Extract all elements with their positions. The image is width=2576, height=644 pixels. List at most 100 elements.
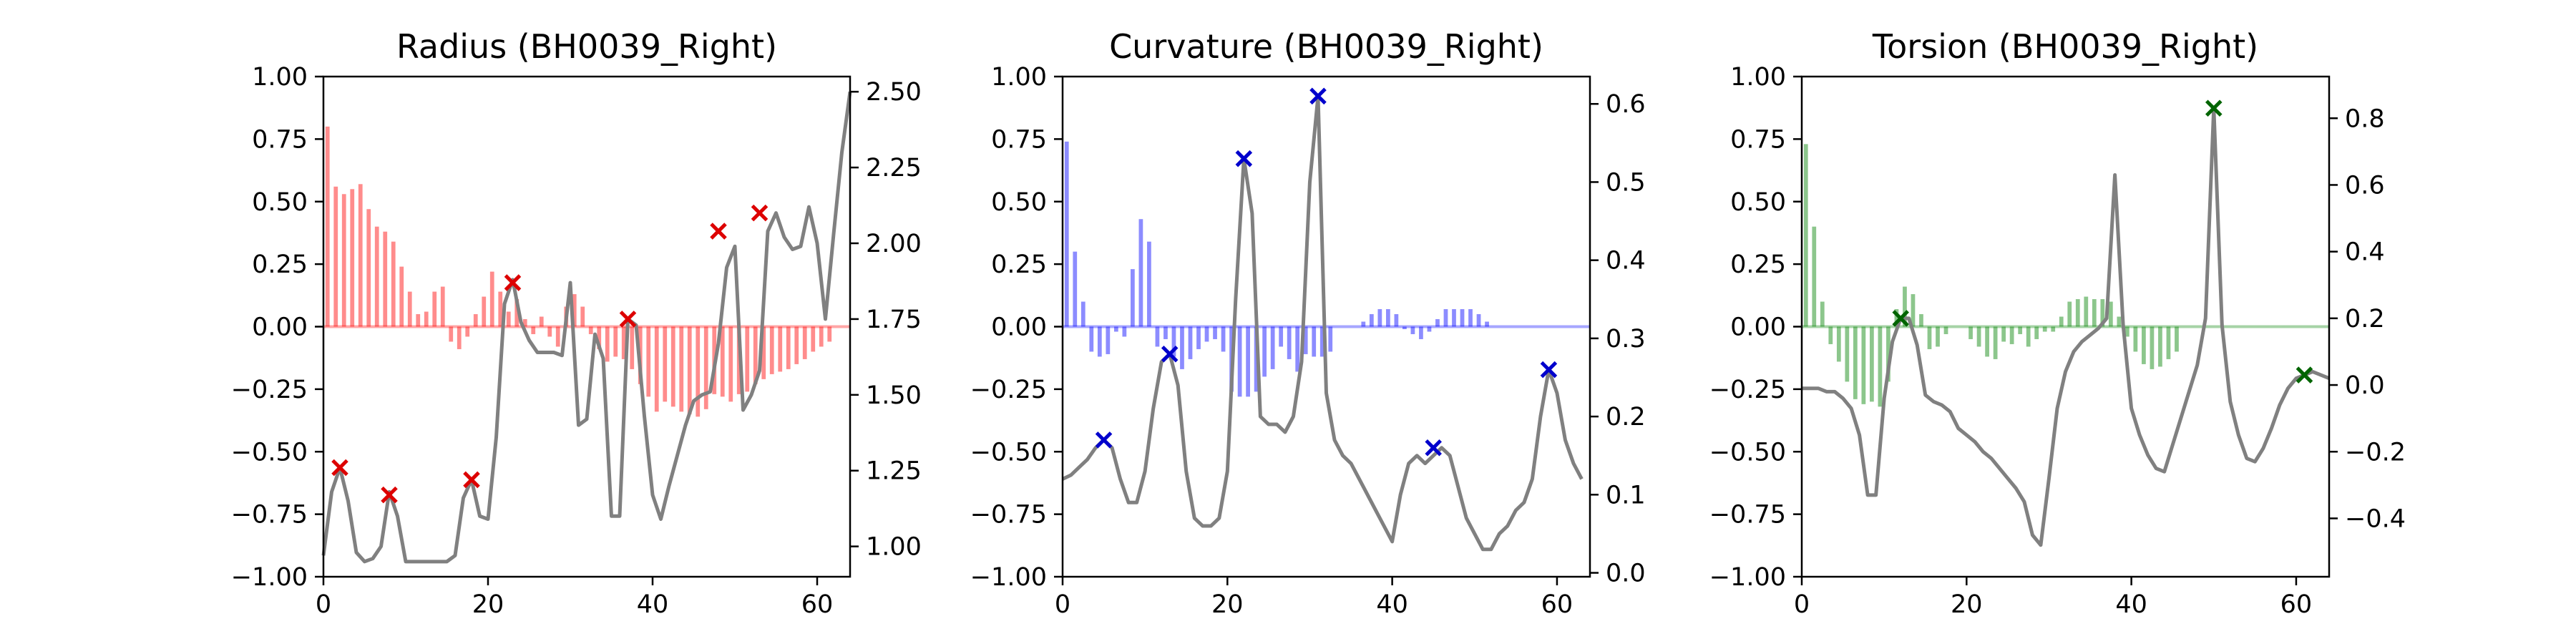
y-tick-label: −1.00 <box>1709 563 1786 592</box>
peak-marker <box>1235 150 1253 167</box>
peak-marker <box>751 204 769 222</box>
bar <box>1402 326 1407 329</box>
bar <box>416 314 421 327</box>
bar <box>696 326 701 417</box>
bar <box>391 241 396 327</box>
bar <box>2166 326 2171 359</box>
chart-panel-2: −1.00−0.75−0.50−0.250.000.250.500.751.00… <box>970 27 1646 619</box>
bar <box>753 326 758 384</box>
bar <box>1089 326 1094 352</box>
x-tick-label: 40 <box>2115 590 2147 619</box>
bar <box>1903 286 1907 327</box>
y-tick-label: −0.25 <box>1709 376 1786 404</box>
bar <box>1836 326 1841 362</box>
bar <box>1460 309 1465 327</box>
peak-marker <box>1095 431 1113 449</box>
bar <box>2150 326 2155 369</box>
y2-tick-label: 0.6 <box>1606 90 1646 119</box>
bar <box>1985 326 1989 357</box>
bar <box>465 326 470 337</box>
bar <box>654 326 659 412</box>
bar <box>1369 314 1374 327</box>
peak-marker <box>619 311 637 328</box>
y2-tick-label: 0.2 <box>2345 305 2385 333</box>
y2-tick-label: 1.25 <box>866 457 922 486</box>
y-tick-label: 0.00 <box>991 313 1047 342</box>
bar <box>1443 309 1448 327</box>
bar <box>473 314 478 327</box>
bar <box>498 291 503 327</box>
bar <box>1911 294 1916 327</box>
bar <box>794 326 799 364</box>
bar <box>457 326 462 349</box>
bar <box>2092 299 2097 327</box>
bar <box>1410 326 1415 334</box>
y-tick-label: −0.75 <box>231 501 308 530</box>
bar <box>1993 326 1998 359</box>
bar <box>506 311 511 327</box>
y-tick-label: −0.25 <box>970 376 1047 404</box>
bar <box>1878 326 1883 407</box>
bar <box>2009 326 2014 344</box>
bar <box>333 186 338 327</box>
y2-tick-label: 0.0 <box>2345 371 2385 400</box>
peak-marker <box>2205 99 2223 117</box>
x-tick-label: 60 <box>2280 590 2313 619</box>
bar <box>646 326 651 397</box>
bar <box>827 326 832 342</box>
bar <box>1385 309 1390 327</box>
bar <box>514 299 519 327</box>
y-tick-label: −1.00 <box>970 563 1047 592</box>
y2-tick-label: 1.00 <box>866 533 922 562</box>
peak-marker <box>1309 87 1327 105</box>
bar <box>325 126 330 327</box>
bar <box>522 319 527 327</box>
bar <box>1919 314 1923 327</box>
bar <box>1861 326 1866 404</box>
bar <box>621 326 626 359</box>
y-tick-label: 1.00 <box>991 63 1047 92</box>
series-line <box>1061 94 1584 552</box>
bar <box>555 326 560 347</box>
bar <box>2001 326 2006 342</box>
bar <box>630 326 635 369</box>
peak-marker <box>463 471 480 489</box>
bar <box>531 326 536 334</box>
y-tick-label: 0.25 <box>252 250 308 279</box>
y-tick-label: −1.00 <box>231 563 308 592</box>
bar <box>1246 326 1250 397</box>
bar <box>1468 309 1473 327</box>
bar <box>350 189 355 327</box>
x-tick-label: 40 <box>637 590 669 619</box>
bar <box>1845 326 1850 382</box>
peak-marker <box>2296 366 2313 384</box>
bar <box>1870 326 1874 402</box>
y-tick-label: −0.75 <box>1709 501 1786 530</box>
x-tick-label: 20 <box>1951 590 1983 619</box>
bar <box>1943 326 1948 334</box>
y-tick-label: 0.75 <box>252 125 308 154</box>
bar <box>1180 326 1184 369</box>
bar <box>1171 326 1176 357</box>
y2-tick-label: 2.50 <box>866 78 922 107</box>
bar <box>720 326 725 397</box>
bar <box>1936 326 1940 347</box>
bar <box>1976 326 1981 347</box>
y2-tick-label: 0.1 <box>1606 481 1646 509</box>
peak-marker <box>331 459 348 477</box>
bar <box>1064 141 1069 327</box>
bar <box>663 326 668 402</box>
chart-title: Curvature (BH0039_Right) <box>1109 27 1543 66</box>
bar <box>1812 226 1817 327</box>
bar <box>572 294 577 327</box>
bar <box>1270 326 1275 369</box>
bar <box>1476 314 1481 327</box>
peak-marker <box>1425 439 1442 457</box>
bar <box>1204 326 1209 342</box>
bar <box>1188 326 1193 359</box>
bar <box>2018 326 2023 334</box>
x-tick-label: 20 <box>1211 590 1244 619</box>
y-tick-label: 0.50 <box>1730 188 1786 217</box>
bar <box>2133 326 2138 352</box>
